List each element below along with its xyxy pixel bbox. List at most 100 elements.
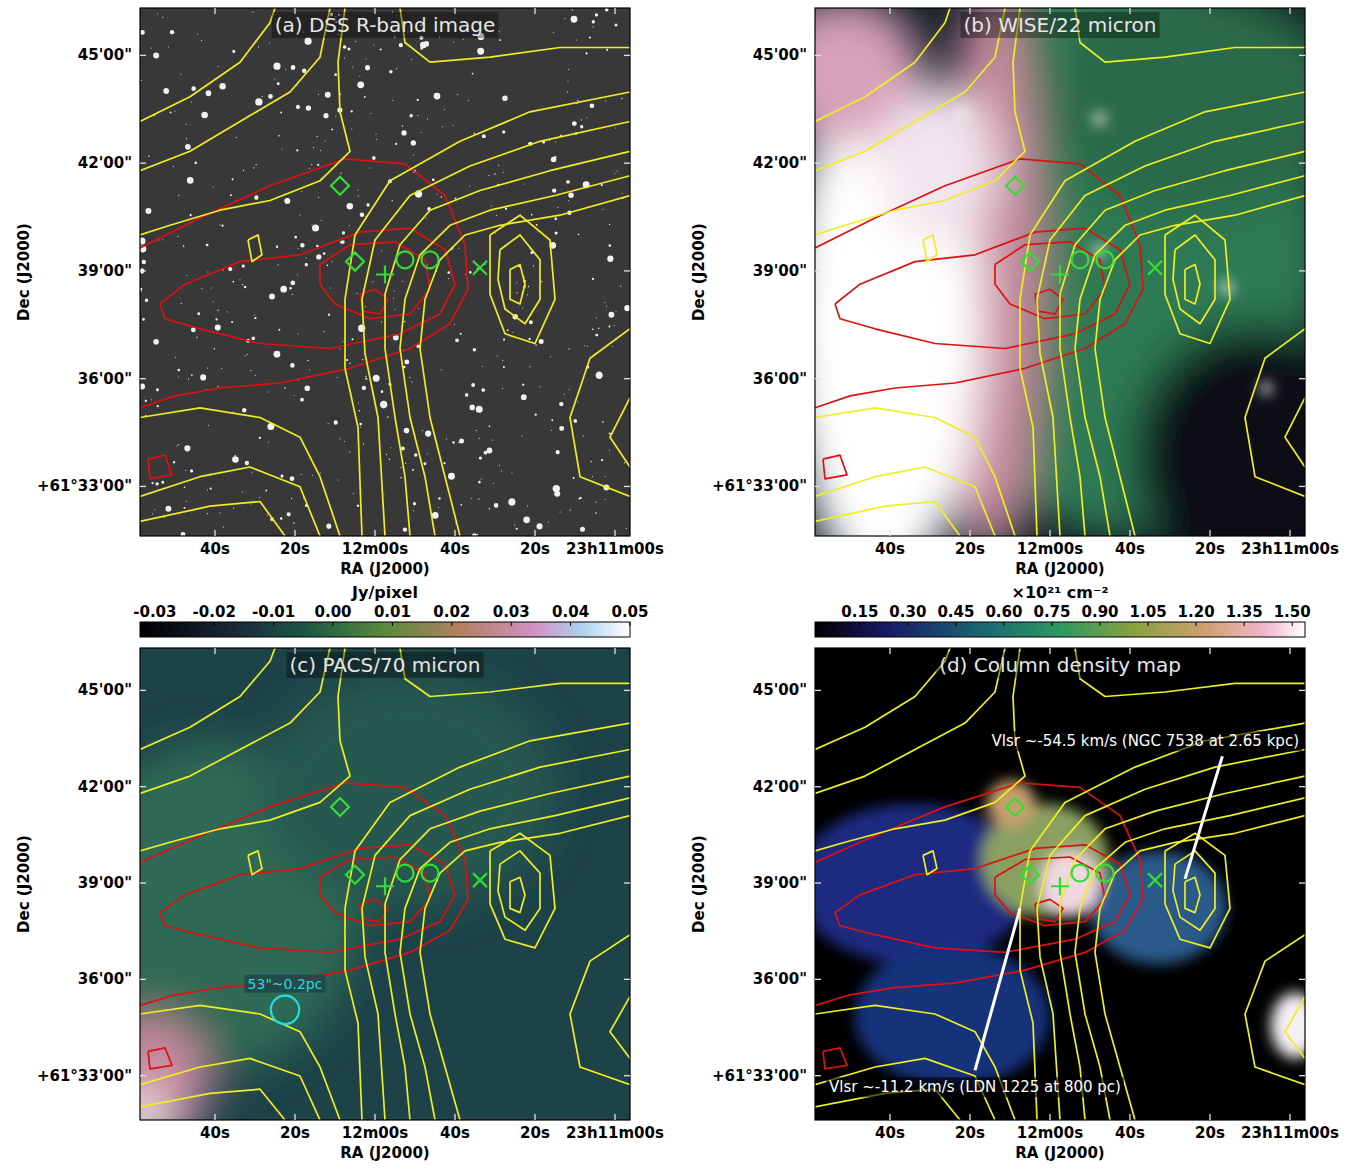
colorbar-tick-label: 1.20 <box>1178 603 1215 621</box>
contour <box>815 783 1143 1006</box>
source-marker <box>473 873 487 887</box>
colorbar-tick-label: 0.60 <box>985 603 1022 621</box>
x-tick <box>1289 8 1290 14</box>
colorbar-tick-label: -0.02 <box>193 603 236 621</box>
contour <box>160 228 455 348</box>
y-tick-label: +61°33'00" <box>37 1067 132 1085</box>
x-tick <box>374 1114 375 1120</box>
x-tick <box>1049 648 1050 654</box>
contour <box>140 408 340 536</box>
y-tick <box>815 378 821 379</box>
x-tick <box>534 8 535 14</box>
y-tick <box>140 378 146 379</box>
y-tick <box>140 786 146 787</box>
x-axis-title: RA (J2000) <box>340 560 429 578</box>
axes-frame <box>140 8 630 536</box>
contour <box>570 329 630 497</box>
colorbar-tick <box>1100 622 1101 626</box>
contour <box>1185 877 1200 912</box>
x-tick-label: 40s <box>440 1124 470 1142</box>
contour <box>995 242 1105 319</box>
source-marker <box>1006 798 1024 816</box>
x-tick-label: 40s <box>440 540 470 558</box>
contour <box>1037 122 1305 537</box>
x-tick-label: 20s <box>280 1124 310 1142</box>
y-tick <box>140 486 146 487</box>
y-tick-label: 42'00" <box>753 778 807 796</box>
contour <box>140 8 350 235</box>
contour <box>1020 723 1305 1120</box>
contour <box>1173 235 1215 324</box>
x-tick <box>1209 530 1210 536</box>
x-tick-label: 23h11m00s <box>1241 540 1339 558</box>
colorbar-tick-label: 0.03 <box>493 603 530 621</box>
contour <box>140 8 275 122</box>
contour <box>570 935 630 1085</box>
contour <box>815 8 950 122</box>
contour <box>320 242 430 319</box>
text-patch <box>272 12 499 38</box>
contour <box>420 196 630 537</box>
contour <box>140 502 285 537</box>
contour <box>1165 833 1230 948</box>
y-tick-label: +61°33'00" <box>37 477 132 495</box>
y-tick <box>624 1075 630 1076</box>
point-sources <box>956 108 1272 395</box>
colorbar-tick <box>154 622 155 626</box>
contour <box>248 235 262 262</box>
colorbar-tick <box>214 622 215 626</box>
plot-area <box>815 648 1305 1120</box>
x-tick <box>614 1114 615 1120</box>
contour <box>1060 151 1305 536</box>
contour <box>1095 196 1305 537</box>
colorbar-bar <box>815 622 1305 637</box>
y-tick-label: 45'00" <box>78 46 132 64</box>
contour <box>320 857 430 926</box>
point-source <box>1260 382 1272 394</box>
source-marker <box>422 251 439 268</box>
contour <box>498 235 540 324</box>
contour <box>148 1048 172 1069</box>
x-tick <box>1209 8 1210 14</box>
contour <box>140 1005 340 1120</box>
y-tick-label: +61°33'00" <box>712 477 807 495</box>
emission-blob <box>879 87 997 245</box>
contour <box>140 467 320 536</box>
y-tick <box>1299 270 1305 271</box>
y-axis-title: Dec (J2000) <box>690 835 708 933</box>
contour <box>1075 176 1305 536</box>
colorbar-title: ×10²¹ cm⁻² <box>1012 583 1109 602</box>
colorbar-tick <box>1148 622 1149 626</box>
y-tick <box>140 882 146 883</box>
x-tick-label: 12m00s <box>1017 540 1083 558</box>
contour <box>345 723 630 1120</box>
text-patch <box>826 1077 1124 1097</box>
panel: (a) DSS R-band image40s20s12m00s40s20s23… <box>15 8 664 578</box>
colorbar-tick <box>570 622 571 626</box>
source-marker <box>1097 251 1114 268</box>
contour <box>823 1048 847 1069</box>
axes-frame <box>815 8 1305 536</box>
annotation-text: Vlsr ~-11.2 km/s (LDN 1225 at 800 pc) <box>829 1078 1121 1096</box>
y-tick <box>140 1075 146 1076</box>
contour <box>835 228 1130 348</box>
y-tick <box>140 55 146 56</box>
colorbar-tick <box>273 622 274 626</box>
source-marker <box>1051 877 1069 895</box>
colorbar-title: Jy/pixel <box>351 583 418 602</box>
x-tick <box>214 1114 215 1120</box>
x-tick-label: 23h11m00s <box>566 1124 664 1142</box>
y-tick-label: 42'00" <box>78 154 132 172</box>
y-tick <box>624 882 630 883</box>
x-tick <box>1049 530 1050 536</box>
panel: 53"~0.2pc(c) PACS/70 micron40s20s12m00s4… <box>15 583 664 1162</box>
contour <box>140 159 468 408</box>
x-tick <box>294 648 295 654</box>
source-marker <box>1021 866 1039 884</box>
y-axis-title: Dec (J2000) <box>15 835 33 933</box>
contour <box>815 648 950 750</box>
y-tick <box>815 55 821 56</box>
y-tick <box>1299 882 1305 883</box>
axes: 40s20s12m00s40s20s23h11m00sRA (J2000)+61… <box>15 648 664 1162</box>
labels: 53"~0.2pc(c) PACS/70 micron <box>245 652 484 993</box>
